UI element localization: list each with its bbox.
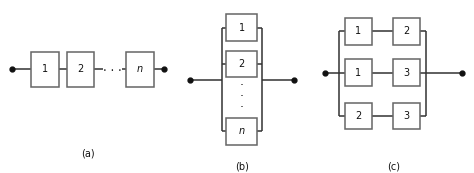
Bar — [227, 118, 257, 145]
Bar — [393, 18, 420, 45]
Bar — [67, 52, 94, 86]
Text: 3: 3 — [404, 68, 410, 78]
Bar — [345, 18, 372, 45]
Text: (a): (a) — [81, 149, 94, 159]
Text: 1: 1 — [42, 64, 48, 74]
Text: n: n — [137, 64, 143, 74]
Text: . . .: . . . — [103, 61, 122, 74]
Text: 2: 2 — [355, 111, 362, 121]
Text: 1: 1 — [356, 68, 361, 78]
Bar — [393, 102, 420, 129]
Text: (c): (c) — [387, 161, 400, 171]
Text: 2: 2 — [403, 26, 410, 36]
Bar — [126, 52, 154, 86]
Bar — [31, 52, 59, 86]
Bar — [227, 14, 257, 41]
Text: n: n — [239, 126, 245, 136]
Text: 2: 2 — [238, 59, 245, 69]
Bar — [345, 102, 372, 129]
Text: 1: 1 — [239, 23, 245, 33]
Bar — [393, 59, 420, 86]
Text: 1: 1 — [356, 26, 361, 36]
Text: 2: 2 — [77, 64, 84, 74]
Bar — [345, 59, 372, 86]
Bar — [227, 51, 257, 78]
Text: ·
·
·: · · · — [240, 79, 244, 114]
Text: (b): (b) — [235, 161, 249, 171]
Text: 3: 3 — [404, 111, 410, 121]
